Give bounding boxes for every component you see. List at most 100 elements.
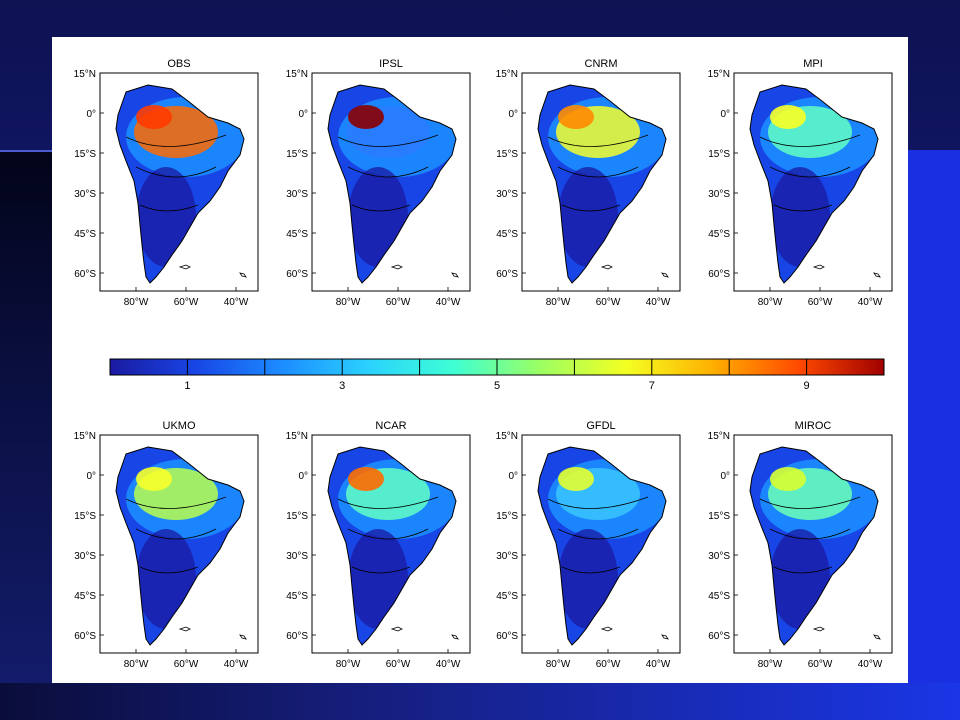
- lat-label: 0°: [86, 109, 96, 120]
- island-outline: [812, 626, 825, 632]
- lat-label: 15°N: [74, 431, 96, 442]
- lat-label: 15°S: [286, 149, 308, 160]
- panel-title: OBS: [167, 58, 190, 70]
- lat-label: 0°: [86, 471, 96, 482]
- island-outline: [178, 264, 191, 270]
- lat-label: 30°S: [74, 189, 96, 200]
- lat-label: 45°S: [286, 229, 308, 240]
- lat-label: 45°S: [708, 229, 730, 240]
- lon-label: 40°W: [858, 297, 883, 308]
- island-outline: [390, 264, 403, 270]
- lat-label: 60°S: [496, 631, 518, 642]
- island-outline: [873, 272, 881, 278]
- lon-label: 40°W: [224, 297, 249, 308]
- lon-label: 60°W: [808, 659, 833, 670]
- lat-label: 30°S: [496, 551, 518, 562]
- background-dark-band: [0, 150, 52, 720]
- lat-label: 45°S: [708, 591, 730, 602]
- lat-label: 15°S: [74, 149, 96, 160]
- panel-title: MPI: [803, 58, 823, 70]
- island-outline: [178, 626, 191, 632]
- island-outline: [239, 272, 247, 278]
- panel-title: IPSL: [379, 58, 403, 70]
- lat-label: 15°N: [286, 69, 308, 80]
- lat-label: 15°S: [286, 511, 308, 522]
- coastline: [115, 446, 245, 646]
- lat-label: 15°N: [496, 69, 518, 80]
- lat-label: 30°S: [708, 189, 730, 200]
- island-outline: [661, 272, 669, 278]
- map-panel-gfdl: GFDL 15°N 0° 15°S 30°S 45°S 60°S 80°W 60°W 40°W: [496, 420, 681, 670]
- lon-label: 40°W: [224, 659, 249, 670]
- lat-label: 60°S: [496, 269, 518, 280]
- lon-label: 60°W: [174, 659, 199, 670]
- lat-label: 45°S: [496, 229, 518, 240]
- lon-label: 40°W: [436, 659, 461, 670]
- colorbar-tick-label: 7: [649, 380, 655, 392]
- island-outline: [451, 634, 459, 640]
- lat-label: 0°: [720, 109, 730, 120]
- island-outline: [600, 626, 613, 632]
- panel-title: UKMO: [163, 420, 196, 432]
- lat-label: 0°: [298, 471, 308, 482]
- lon-label: 60°W: [596, 297, 621, 308]
- lon-label: 40°W: [646, 659, 671, 670]
- colorbar-tick-label: 1: [184, 380, 190, 392]
- lat-label: 15°N: [708, 69, 730, 80]
- coastline: [537, 84, 667, 284]
- coastline: [327, 84, 457, 284]
- lat-label: 0°: [298, 109, 308, 120]
- map-figure: 1 3 5 7 9 OBS 15°N 0° 15°S 30°S 45°S 60°S 80°W 60°W 4…: [74, 58, 893, 670]
- map-panel-ncar: NCAR 15°N 0° 15°S 30°S 45°S 60°S 80°W 60°W 40°W: [286, 420, 471, 670]
- lat-label: 15°N: [286, 431, 308, 442]
- lat-label: 45°S: [74, 229, 96, 240]
- coastline: [749, 84, 879, 284]
- lat-label: 60°S: [74, 631, 96, 642]
- island-outline: [390, 626, 403, 632]
- lon-label: 80°W: [546, 297, 571, 308]
- lat-label: 15°N: [708, 431, 730, 442]
- lon-label: 40°W: [436, 297, 461, 308]
- panel-title: CNRM: [585, 58, 618, 70]
- colorbar-tick-label: 9: [804, 380, 810, 392]
- lat-label: 30°S: [496, 189, 518, 200]
- map-panel-ukmo: UKMO 15°N 0° 15°S 30°S 45°S 60°S 80°W 60°W 40°W: [74, 420, 259, 670]
- lat-label: 0°: [508, 471, 518, 482]
- panel-title: MIROC: [795, 420, 832, 432]
- lon-label: 60°W: [174, 297, 199, 308]
- lat-label: 45°S: [74, 591, 96, 602]
- panel-title: GFDL: [586, 420, 615, 432]
- lat-label: 60°S: [708, 631, 730, 642]
- background-right-block: [908, 150, 960, 720]
- island-outline: [451, 272, 459, 278]
- map-panel-ipsl: IPSL 15°N 0° 15°S 30°S 45°S 60°S 80°W 60°W 40°W: [286, 58, 471, 308]
- lat-label: 60°S: [286, 631, 308, 642]
- coastline: [327, 446, 457, 646]
- island-outline: [600, 264, 613, 270]
- lat-label: 0°: [508, 109, 518, 120]
- lat-label: 45°S: [496, 591, 518, 602]
- lon-label: 80°W: [758, 659, 783, 670]
- colorbar-tick-label: 5: [494, 380, 500, 392]
- figure-panel: 1 3 5 7 9 OBS 15°N 0° 15°S 30°S 45°S 60°S 80°W 60°W 4…: [52, 37, 908, 683]
- lat-label: 15°S: [496, 511, 518, 522]
- lon-label: 80°W: [336, 297, 361, 308]
- lon-label: 80°W: [124, 297, 149, 308]
- lon-label: 60°W: [596, 659, 621, 670]
- island-outline: [661, 634, 669, 640]
- panel-title: NCAR: [375, 420, 406, 432]
- lon-label: 80°W: [546, 659, 571, 670]
- lat-label: 15°N: [496, 431, 518, 442]
- colorbar: 1 3 5 7 9: [109, 358, 885, 392]
- lat-label: 30°S: [286, 189, 308, 200]
- lat-label: 15°S: [708, 511, 730, 522]
- coastline: [537, 446, 667, 646]
- lat-label: 60°S: [286, 269, 308, 280]
- lat-label: 45°S: [286, 591, 308, 602]
- lat-label: 60°S: [74, 269, 96, 280]
- lon-label: 80°W: [336, 659, 361, 670]
- lat-label: 15°S: [74, 511, 96, 522]
- lat-label: 15°S: [708, 149, 730, 160]
- lat-label: 15°S: [496, 149, 518, 160]
- lon-label: 80°W: [758, 297, 783, 308]
